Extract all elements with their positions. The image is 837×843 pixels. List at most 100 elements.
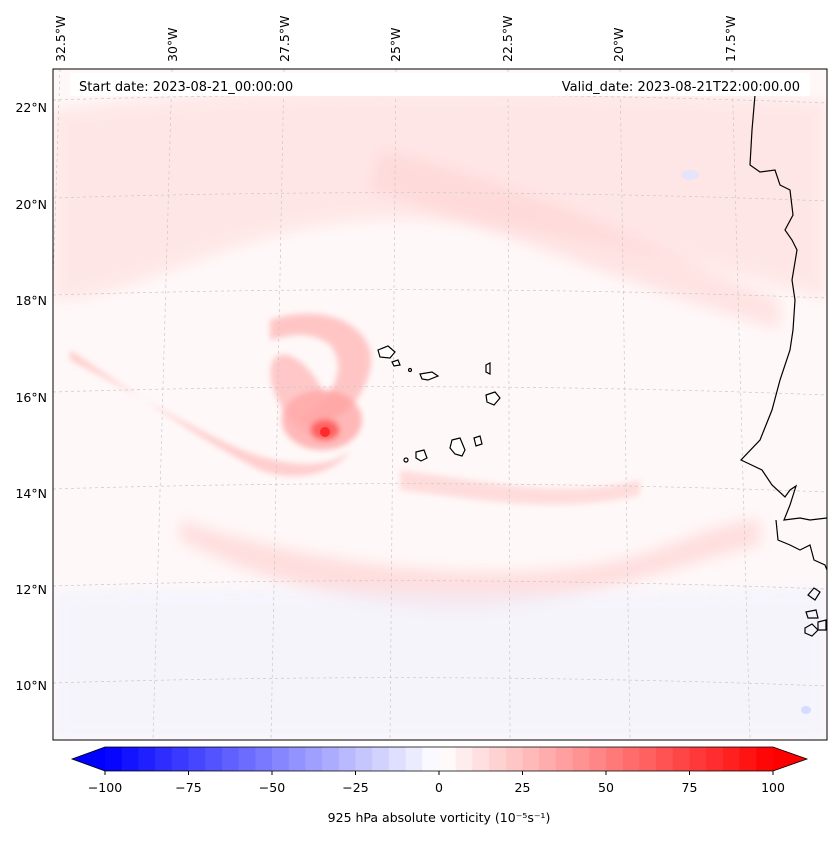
africa-coastline xyxy=(739,94,827,521)
colorbar-cell xyxy=(722,747,740,771)
lat-label: 18°N xyxy=(15,293,47,308)
colorbar-cell xyxy=(388,747,406,771)
spiral-band-east xyxy=(400,470,640,505)
colorbar-cell xyxy=(589,747,607,771)
bijagos-island-4 xyxy=(817,619,827,631)
colorbar-tick-label: 0 xyxy=(435,780,443,795)
island-brava xyxy=(403,457,409,463)
colorbar-cell xyxy=(305,747,323,771)
storm-peak xyxy=(320,427,330,437)
colorbar-tick-label: −50 xyxy=(259,780,285,795)
colorbar-cell xyxy=(422,747,440,771)
colorbar-cell xyxy=(656,747,674,771)
lat-label: 22°N xyxy=(15,100,47,115)
colorbar-cell xyxy=(572,747,590,771)
colorbar-cell xyxy=(405,747,423,771)
colorbar-cell xyxy=(706,747,724,771)
colorbar-cell xyxy=(171,747,189,771)
spiral-band-west xyxy=(70,350,350,477)
colorbar-cell xyxy=(555,747,573,771)
lat-label: 20°N xyxy=(15,197,47,212)
colorbar-cell xyxy=(322,747,340,771)
colorbar-ticks: −100 −75 −50 −25 0 25 50 75 100 xyxy=(88,771,785,795)
colorbar-cell xyxy=(338,747,356,771)
bijagos-island xyxy=(807,587,821,601)
longitude-labels: 32.5°W 30°W 27.5°W 25°W 22.5°W 20°W 17.5… xyxy=(53,16,738,62)
colorbar-cell xyxy=(121,747,139,771)
vorticity-streak-northeast xyxy=(370,150,780,330)
colorbar-cell xyxy=(188,747,206,771)
cape-verde-islands xyxy=(377,345,501,463)
colorbar-cell xyxy=(505,747,523,771)
storm-arm xyxy=(270,354,330,436)
colorbar-tick-label: −75 xyxy=(175,780,201,795)
island-fogo xyxy=(415,449,428,462)
lat-label: 14°N xyxy=(15,486,47,501)
colorbar-cell xyxy=(522,747,540,771)
colorbar-tick-label: 75 xyxy=(682,780,698,795)
island-santo-antao xyxy=(377,345,396,359)
latitude-labels: 22°N 20°N 18°N 16°N 14°N 12°N 10°N xyxy=(15,100,47,693)
colorbar-cell xyxy=(606,747,624,771)
colorbar-cell xyxy=(138,747,156,771)
island-maio xyxy=(473,435,483,447)
map-frame xyxy=(52,68,828,741)
lat-label: 12°N xyxy=(15,582,47,597)
colorbar-cell xyxy=(539,747,557,771)
island-sal xyxy=(485,362,491,375)
island-santa-luzia xyxy=(407,367,413,373)
colorbar-cell xyxy=(205,747,223,771)
colorbar-cell xyxy=(739,747,757,771)
graticule xyxy=(53,69,827,740)
lon-label: 25°W xyxy=(388,27,403,62)
lon-label: 22.5°W xyxy=(500,16,515,62)
colorbar: −100 −75 −50 −25 0 25 50 75 100 925 hPa … xyxy=(70,746,809,825)
colorbar-max-extension xyxy=(773,747,807,771)
colorbar-cells xyxy=(105,747,774,771)
colorbar-cell xyxy=(439,747,457,771)
island-sao-nicolau xyxy=(419,371,440,381)
island-boa-vista xyxy=(485,391,501,406)
colorbar-cell xyxy=(639,747,657,771)
colorbar-cell xyxy=(372,747,390,771)
colorbar-cell xyxy=(455,747,473,771)
island-sao-vicente xyxy=(391,359,401,367)
colorbar-cell xyxy=(105,747,123,771)
bijagos-island-2 xyxy=(805,609,819,619)
lon-label: 27.5°W xyxy=(277,16,292,62)
colorbar-cell xyxy=(238,747,256,771)
colorbar-tick-label: 25 xyxy=(515,780,531,795)
colorbar-tick-label: −100 xyxy=(88,780,122,795)
colorbar-tick-label: −25 xyxy=(342,780,368,795)
colorbar-label: 925 hPa absolute vorticity (10⁻⁵s⁻¹) xyxy=(328,810,551,825)
colorbar-cell xyxy=(272,747,290,771)
colorbar-cell xyxy=(689,747,707,771)
negative-vorticity-south xyxy=(53,585,827,740)
colorbar-cell xyxy=(472,747,490,771)
vorticity-field xyxy=(53,89,827,740)
guinea-bissau-coastline xyxy=(775,519,827,571)
colorbar-cell xyxy=(355,747,373,771)
lat-label: 10°N xyxy=(15,678,47,693)
negative-spot-north xyxy=(681,170,699,180)
header-strip xyxy=(70,73,810,96)
lon-label: 30°W xyxy=(165,27,180,62)
colorbar-tick-label: 100 xyxy=(761,780,785,795)
bijagos-island-3 xyxy=(804,623,819,637)
colorbar-cell xyxy=(288,747,306,771)
valid-date-label: Valid_date: 2023-08-21T22:00:00.00 xyxy=(562,80,800,95)
negative-spot xyxy=(801,706,811,714)
coastlines xyxy=(739,94,827,637)
colorbar-tick-label: 50 xyxy=(598,780,614,795)
start-date-label: Start date: 2023-08-21_00:00:00 xyxy=(79,80,293,95)
colorbar-cell xyxy=(622,747,640,771)
lon-label: 17.5°W xyxy=(723,16,738,62)
lon-label: 20°W xyxy=(611,27,626,62)
colorbar-cell xyxy=(672,747,690,771)
spiral-band-inner xyxy=(270,313,372,423)
colorbar-cell xyxy=(756,747,774,771)
island-santiago xyxy=(449,437,466,457)
colorbar-cell xyxy=(221,747,239,771)
lon-label: 32.5°W xyxy=(53,16,68,62)
